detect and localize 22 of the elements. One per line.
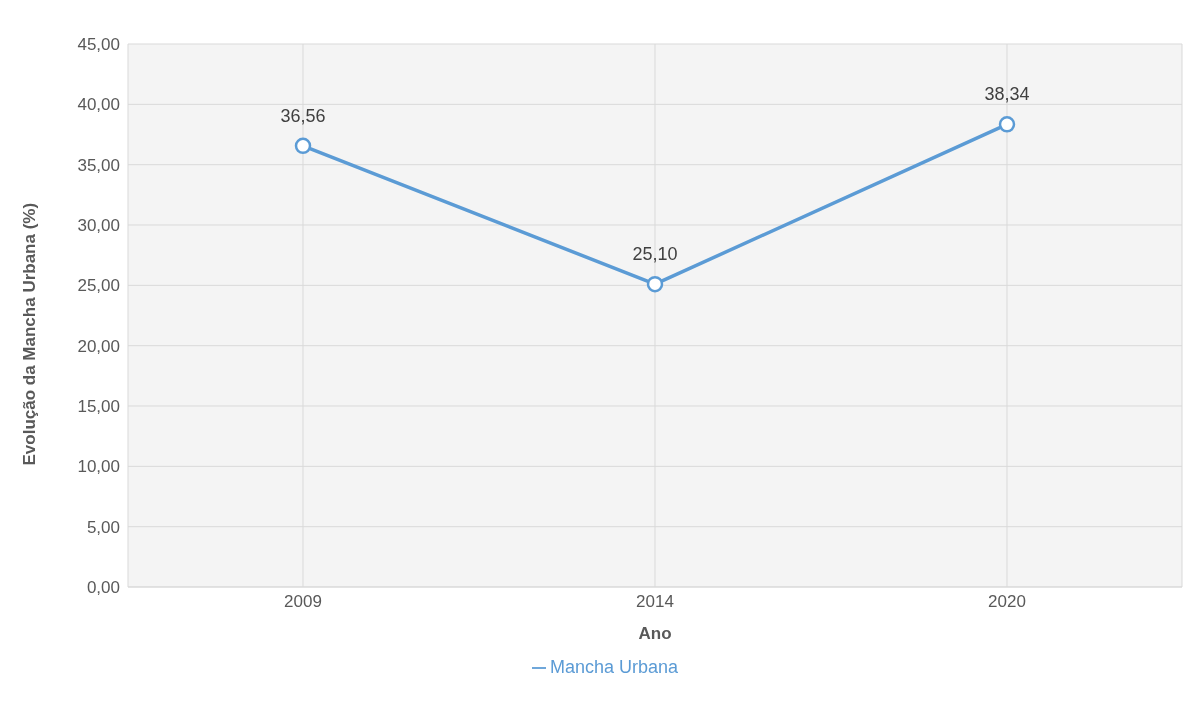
data-label: 36,56 bbox=[280, 105, 326, 126]
y-tick-label: 25,00 bbox=[77, 276, 120, 296]
x-tick-label: 2009 bbox=[284, 592, 322, 612]
y-tick-label: 45,00 bbox=[77, 35, 120, 55]
y-tick-label: 40,00 bbox=[77, 95, 120, 115]
data-label: 25,10 bbox=[632, 244, 678, 265]
data-label: 38,34 bbox=[984, 84, 1030, 105]
point bbox=[998, 116, 1016, 133]
y-tick-label: 35,00 bbox=[77, 155, 120, 175]
y-tick-label: 30,00 bbox=[77, 216, 120, 236]
point bbox=[646, 275, 664, 293]
y-axis-title: Evolução da Mancha Urbana (%) bbox=[20, 202, 40, 466]
y-tick-label: 5,00 bbox=[86, 517, 120, 537]
y-tick-label: 15,00 bbox=[77, 397, 120, 417]
x-tick-label: 2020 bbox=[988, 592, 1026, 612]
legend-label: Mancha Urbana bbox=[549, 657, 679, 677]
point bbox=[294, 137, 312, 155]
y-tick-label: 20,00 bbox=[77, 336, 120, 356]
y-tick-label: 0,00 bbox=[86, 578, 120, 598]
y-tick-label: 10,00 bbox=[77, 457, 120, 477]
x-tick-label: 2014 bbox=[636, 592, 674, 612]
x-axis-title: Ano bbox=[638, 624, 672, 643]
